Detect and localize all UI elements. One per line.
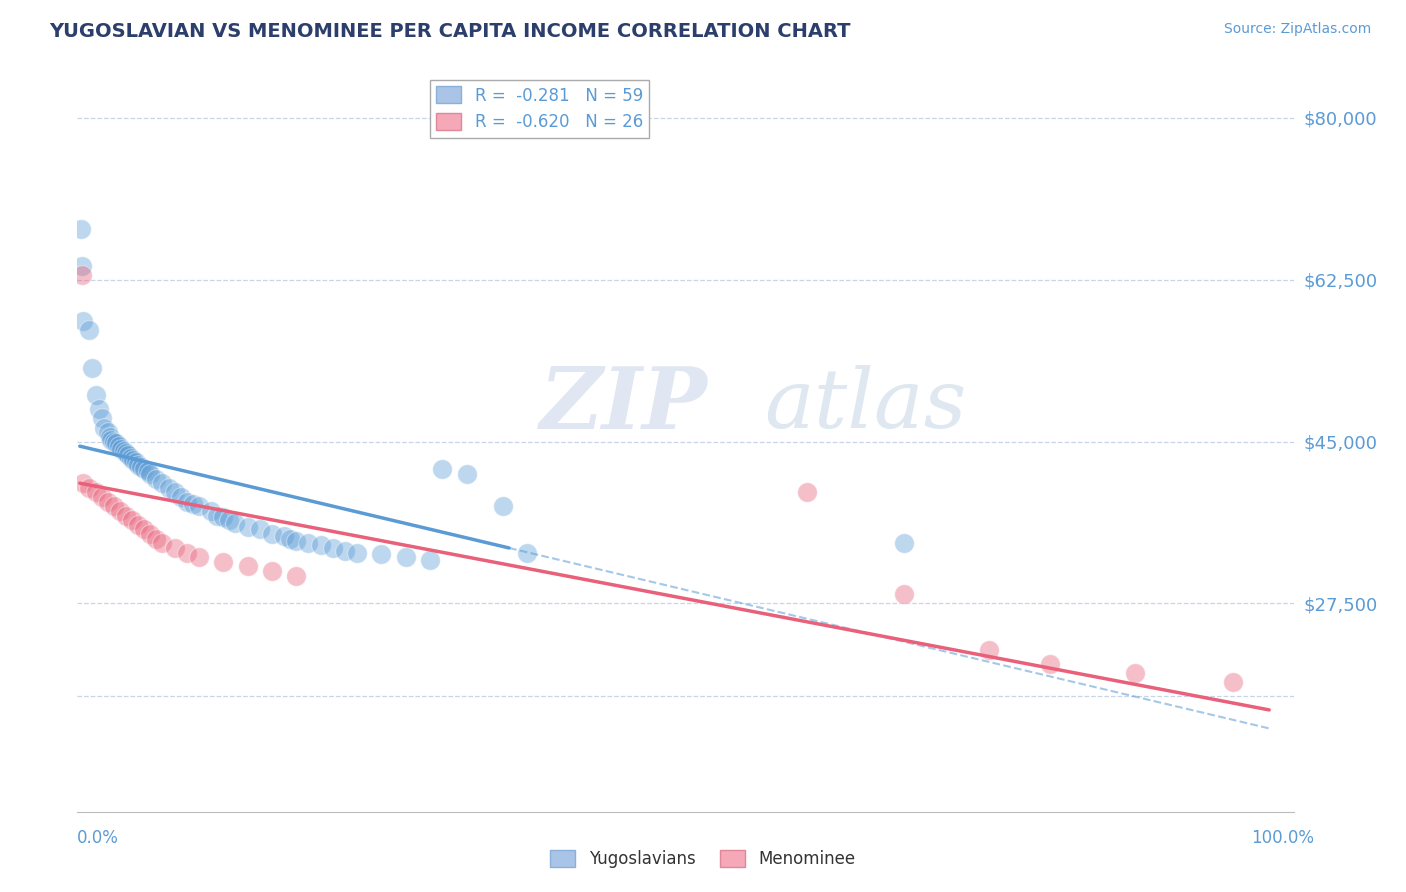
Point	[103, 434, 125, 449]
Point	[70, 259, 93, 273]
Point	[395, 550, 418, 565]
Point	[285, 568, 308, 582]
Point	[432, 462, 454, 476]
Point	[89, 402, 111, 417]
Point	[145, 532, 167, 546]
Point	[205, 508, 228, 523]
Point	[90, 490, 112, 504]
Point	[893, 536, 915, 550]
Point	[796, 485, 818, 500]
Point	[236, 519, 259, 533]
Point	[188, 550, 211, 565]
Point	[120, 451, 142, 466]
Point	[110, 442, 132, 456]
Point	[346, 545, 368, 560]
Point	[127, 458, 149, 472]
Point	[112, 443, 135, 458]
Point	[70, 221, 93, 235]
Point	[139, 527, 162, 541]
Point	[79, 323, 101, 337]
Point	[176, 545, 198, 560]
Point	[72, 314, 94, 328]
Point	[163, 485, 186, 500]
Point	[163, 541, 186, 555]
Point	[492, 500, 515, 514]
Point	[188, 500, 211, 514]
Point	[97, 425, 120, 440]
Text: atlas: atlas	[765, 365, 967, 444]
Point	[278, 532, 301, 546]
Point	[322, 541, 344, 555]
Point	[260, 564, 283, 578]
Text: ZIP: ZIP	[540, 363, 707, 446]
Point	[127, 517, 149, 532]
Point	[1125, 665, 1147, 680]
Point	[157, 481, 180, 495]
Point	[79, 481, 101, 495]
Point	[145, 471, 167, 485]
Text: YUGOSLAVIAN VS MENOMINEE PER CAPITA INCOME CORRELATION CHART: YUGOSLAVIAN VS MENOMINEE PER CAPITA INCO…	[49, 22, 851, 41]
Point	[129, 460, 152, 475]
Point	[97, 494, 120, 508]
Point	[152, 536, 174, 550]
Point	[176, 494, 198, 508]
Point	[152, 476, 174, 491]
Point	[108, 504, 131, 518]
Point	[1039, 657, 1062, 671]
Point	[309, 538, 332, 552]
Text: 0.0%: 0.0%	[77, 829, 120, 847]
Point	[90, 411, 112, 425]
Point	[107, 439, 129, 453]
Point	[181, 498, 204, 512]
Point	[134, 523, 156, 537]
Point	[224, 516, 246, 530]
Point	[170, 490, 193, 504]
Point	[100, 433, 122, 447]
Point	[212, 510, 235, 524]
Point	[139, 467, 162, 481]
Point	[136, 464, 159, 478]
Point	[456, 467, 478, 481]
Point	[260, 527, 283, 541]
Point	[285, 534, 308, 549]
Point	[134, 462, 156, 476]
Point	[1222, 675, 1244, 690]
Point	[333, 543, 356, 558]
Point	[122, 453, 145, 467]
Legend: Yugoslavians, Menominee: Yugoslavians, Menominee	[544, 843, 862, 875]
Text: Source: ZipAtlas.com: Source: ZipAtlas.com	[1223, 22, 1371, 37]
Point	[297, 536, 319, 550]
Point	[516, 545, 538, 560]
Point	[212, 555, 235, 569]
Point	[72, 476, 94, 491]
Point	[93, 420, 115, 434]
Point	[98, 430, 121, 444]
Point	[273, 529, 295, 543]
Point	[125, 455, 148, 469]
Point	[370, 548, 392, 562]
Point	[117, 449, 139, 463]
Point	[419, 553, 441, 567]
Legend: R =  -0.281   N = 59, R =  -0.620   N = 26: R = -0.281 N = 59, R = -0.620 N = 26	[429, 79, 650, 137]
Text: 100.0%: 100.0%	[1251, 829, 1315, 847]
Point	[121, 513, 143, 527]
Point	[249, 523, 271, 537]
Point	[979, 642, 1001, 657]
Point	[103, 500, 125, 514]
Point	[218, 513, 240, 527]
Point	[80, 360, 103, 375]
Point	[70, 268, 93, 282]
Point	[84, 485, 107, 500]
Point	[115, 445, 138, 459]
Point	[115, 508, 138, 523]
Point	[236, 559, 259, 574]
Point	[105, 436, 128, 450]
Point	[200, 504, 222, 518]
Point	[893, 587, 915, 601]
Point	[84, 388, 107, 402]
